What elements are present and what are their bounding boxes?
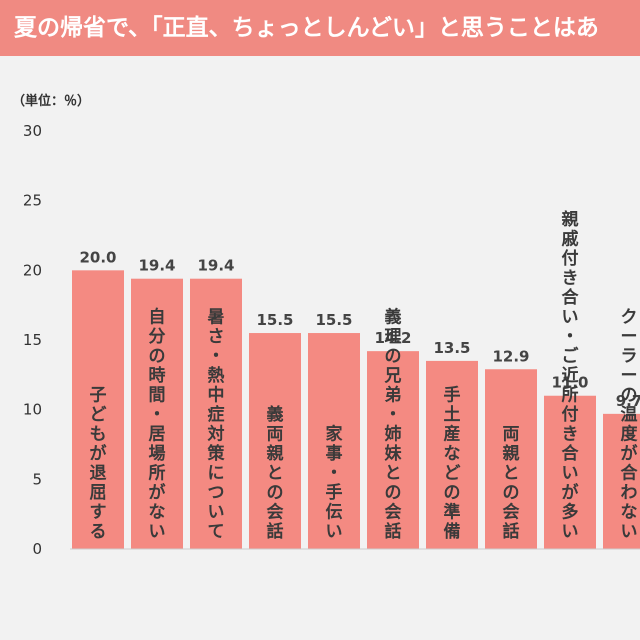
y-tick-label: 10 (23, 401, 42, 419)
bar-category-label: 義理の兄弟・姉妹との会話 (384, 307, 403, 543)
bar (190, 278, 242, 549)
bar-category-label: 暑さ・熱中症対策について (207, 308, 226, 543)
bar (603, 413, 640, 549)
bar (485, 369, 537, 549)
bar (426, 360, 478, 549)
bars-group: 20.0 子どもが退屈する 19.4 自分の時間・居場所がない 19.4 暑さ・熱中症対策… (72, 209, 640, 549)
chart-title: 夏の帰省で、「正直、ちょっとしんどい」と思うことはあ (0, 0, 640, 56)
bar-value-label: 14.2 (374, 329, 411, 347)
bar (367, 351, 419, 549)
bar-value-label: 15.5 (315, 311, 352, 329)
bar-value-label: 12.9 (492, 347, 529, 365)
bar-category-label: 義両親との会話 (267, 404, 284, 542)
bar-value-label: 15.5 (256, 311, 293, 329)
bar-category-label: クーラーの温度が合わない (621, 308, 639, 543)
bar (544, 395, 596, 549)
y-tick-label: 5 (32, 470, 42, 488)
bar (72, 270, 124, 549)
y-tick-label: 15 (23, 331, 42, 349)
bar-value-label: 13.5 (433, 339, 470, 357)
bar-value-label: 19.4 (138, 257, 175, 275)
bar (249, 333, 301, 549)
bar (308, 333, 360, 549)
bar (131, 278, 183, 549)
unit-label: （単位：％） (12, 94, 91, 109)
y-tick-label: 0 (32, 540, 42, 558)
bar-category-label: 手土産などの準備 (444, 385, 461, 543)
bar-category-label: 子どもが退屈する (90, 386, 107, 543)
bar-value-label: 20.0 (79, 248, 116, 266)
bar-category-label: 自分の時間・居場所がない (149, 307, 166, 543)
bar-value-label: 19.4 (197, 257, 234, 275)
bar-category-label: 親戚付き合い・ご近所付き合いが多い (562, 209, 580, 542)
bar-category-label: 両親との会話 (503, 425, 520, 543)
y-tick-label: 25 (23, 192, 42, 210)
y-axis-ticks: 0 5 10 15 20 25 30 (23, 122, 42, 558)
bar-value-label: 9.7 (616, 392, 640, 410)
y-tick-label: 30 (23, 122, 42, 140)
y-tick-label: 20 (23, 261, 42, 279)
bar-value-label: 11.0 (551, 374, 588, 392)
bar-category-label: 家事・手伝い (326, 424, 343, 543)
